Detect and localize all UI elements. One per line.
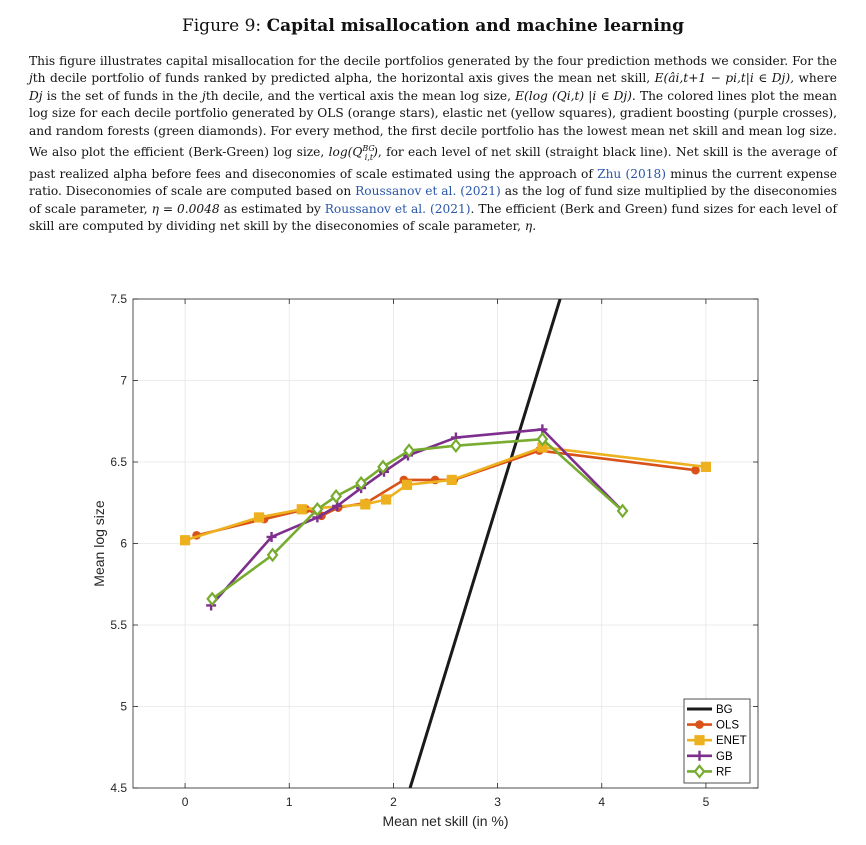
plot-series <box>179 299 712 788</box>
data-point-enet <box>381 494 392 505</box>
data-point-ols <box>691 465 700 475</box>
data-point-rf <box>311 501 324 517</box>
legend-marker-enet <box>694 735 705 746</box>
figure-caption: This figure illustrates capital misalloc… <box>29 53 837 236</box>
figure-number: Figure 9: <box>181 16 262 36</box>
legend-label-gb: GB <box>716 751 733 763</box>
legend-item-ols: OLS <box>687 720 739 732</box>
caption-text: minus the current expense ratio. Disecon… <box>29 166 837 199</box>
caption-math: log(Q <box>328 145 363 160</box>
caption-text: as the log of fund size multiplied by th… <box>29 184 838 216</box>
caption-text: , for each level of net skill (straight … <box>29 145 837 181</box>
data-point-enet <box>446 474 457 486</box>
data-point-rf <box>450 438 462 454</box>
legend-marker-ols <box>695 720 704 729</box>
data-point-rf <box>206 591 219 607</box>
legend: BG OLS ENET GB RF <box>683 698 751 784</box>
citation-link[interactable]: (2021) <box>460 184 501 199</box>
caption-math: i,t <box>364 152 374 162</box>
data-point-rf <box>536 431 549 447</box>
citation-link[interactable]: (2018) <box>625 166 667 181</box>
data-point-enet <box>179 535 191 546</box>
legend-item-gb: GB <box>687 751 733 763</box>
data-point-gb <box>266 531 277 542</box>
legend-item-bg: BG <box>687 704 733 716</box>
y-tick-label: 5.5 <box>110 618 127 632</box>
figure-title-text: Capital misallocation and machine learni… <box>266 16 685 36</box>
caption-text: th decile portfolio of funds ranked by p… <box>32 71 655 86</box>
y-tick-label: 7.5 <box>110 292 127 306</box>
caption-text: as estimated by <box>219 201 325 216</box>
data-point-rf <box>266 547 279 563</box>
y-tick-label: 5 <box>120 700 127 714</box>
data-point-rf <box>403 443 415 458</box>
axis-ticks: 0 1 2 3 4 5 4.5 5 5.5 6 6.5 7 7.5 <box>110 292 758 809</box>
y-tick-label: 4.5 <box>110 781 127 795</box>
y-tick-label: 7 <box>120 374 127 388</box>
legend-label-bg: BG <box>716 704 733 716</box>
caption-math: j <box>29 71 33 86</box>
x-tick-label: 3 <box>494 795 501 809</box>
series-line-rf <box>211 437 624 600</box>
legend-label-ols: OLS <box>716 720 739 732</box>
data-point-rf <box>330 488 343 504</box>
citation-link[interactable]: Zhu <box>597 166 622 181</box>
data-point-rf <box>355 475 368 491</box>
caption-math: η <box>524 219 533 234</box>
figure-title: Figure 9: Capital misallocation and mach… <box>0 16 866 36</box>
caption-math: E(âi,t+1 − pi,t|i ∈ Dj), <box>654 71 794 86</box>
citation-link[interactable]: (2021) <box>429 201 471 216</box>
caption-text: This figure illustrates capital misalloc… <box>29 54 837 68</box>
caption-math: ) <box>373 145 378 160</box>
caption-math: Dj <box>29 88 43 103</box>
x-tick-label: 2 <box>390 795 397 809</box>
caption-math: η = 0.0048 <box>151 201 220 216</box>
x-tick-label: 5 <box>703 795 710 809</box>
legend-item-rf: RF <box>687 764 731 779</box>
x-tick-label: 0 <box>182 795 189 809</box>
caption-math: E(log (Qi,t) |i ∈ Dj). <box>515 88 636 103</box>
data-point-gb <box>332 501 343 512</box>
y-axis-label: Mean log size <box>91 500 107 587</box>
caption-text: . The efficient (Berk and Green) fund si… <box>29 201 838 234</box>
legend-item-enet: ENET <box>687 735 747 747</box>
x-axis-label: Mean net skill (in %) <box>382 813 508 829</box>
series-bg <box>408 299 562 788</box>
series-line-gb <box>210 428 624 607</box>
caption-text: The colored lines plot the mean log size… <box>29 88 838 160</box>
caption-text: th decile, and the vertical axis the mea… <box>205 88 516 103</box>
x-tick-label: 1 <box>286 795 293 809</box>
caption-text: . <box>532 219 537 234</box>
data-point-enet <box>360 499 371 510</box>
series-line-bg <box>408 299 562 788</box>
data-point-rf <box>377 459 389 475</box>
caption-text: is the set of funds in the <box>42 88 203 103</box>
data-point-enet <box>253 512 265 523</box>
citation-link[interactable]: Roussanov et al. <box>355 184 457 199</box>
data-point-enet <box>401 479 413 490</box>
legend-label-enet: ENET <box>716 735 747 747</box>
caption-math: BG <box>362 144 375 154</box>
legend-marker-gb <box>694 750 705 761</box>
x-tick-label: 4 <box>598 795 605 809</box>
data-point-rf <box>616 503 629 519</box>
data-point-enet <box>700 461 712 472</box>
data-point-enet <box>296 504 307 515</box>
y-tick-label: 6 <box>120 537 127 551</box>
caption-text: where <box>793 71 837 86</box>
caption-math: j <box>202 88 206 103</box>
citation-link[interactable]: Roussanov et al. <box>324 201 426 216</box>
series-rf <box>206 431 629 607</box>
y-tick-label: 6.5 <box>110 455 127 469</box>
legend-marker-rf <box>693 764 706 779</box>
series-enet <box>179 442 712 546</box>
legend-label-rf: RF <box>716 766 731 778</box>
